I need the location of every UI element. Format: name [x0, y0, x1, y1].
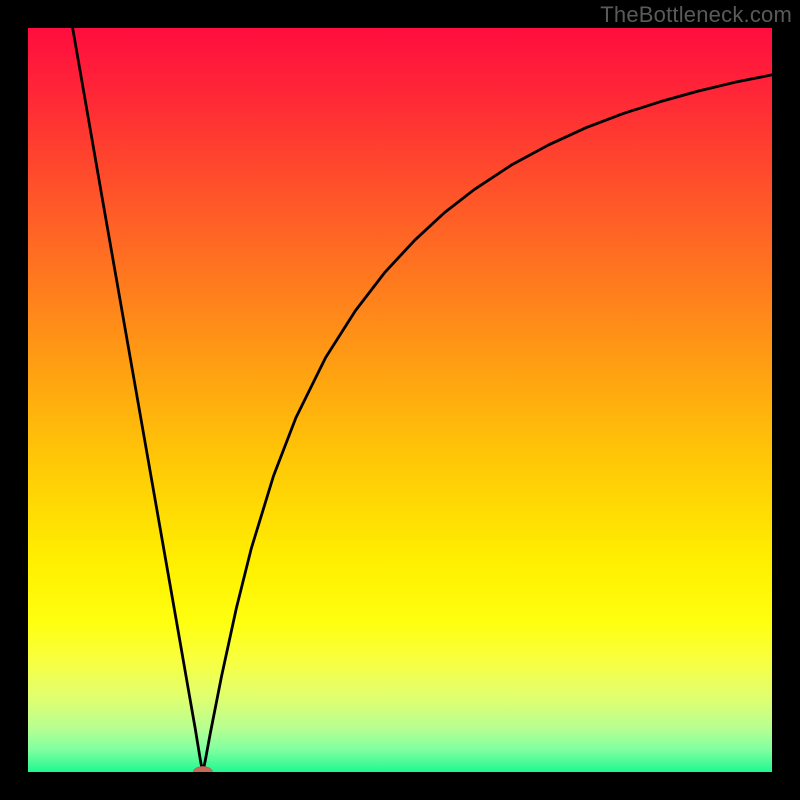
figure-container: TheBottleneck.com [0, 0, 800, 800]
plot-area [28, 28, 772, 772]
chart-background [28, 28, 772, 772]
bottleneck-chart [28, 28, 772, 772]
attribution-text: TheBottleneck.com [600, 2, 792, 28]
